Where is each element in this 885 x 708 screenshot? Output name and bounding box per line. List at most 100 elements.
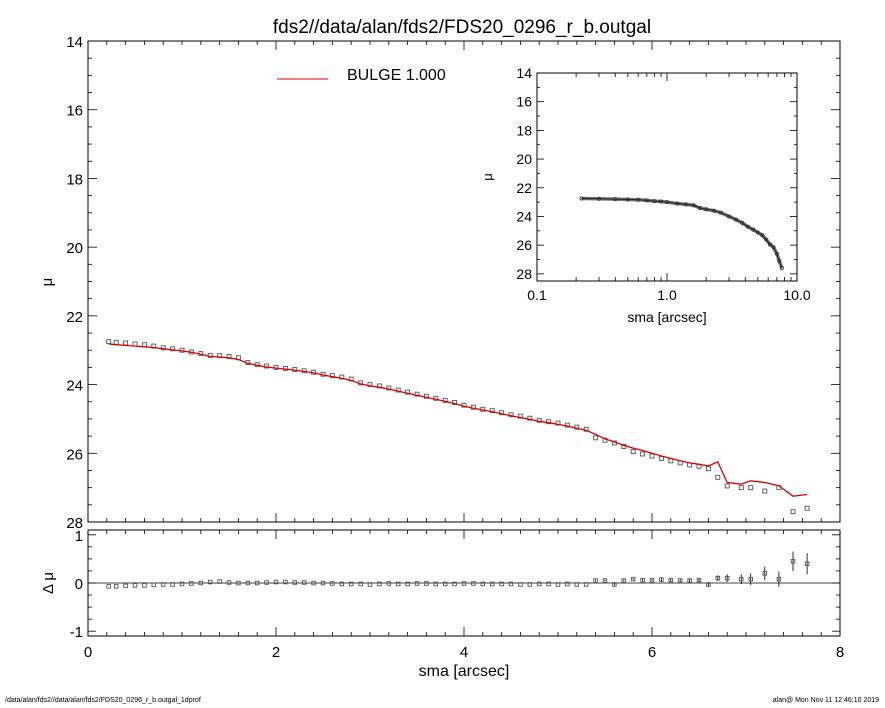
residual-data-point [536, 581, 542, 587]
residual-data-point [132, 583, 138, 588]
residual-x-tick-label: 0 [84, 644, 92, 661]
inset-data-point [691, 203, 696, 208]
inset-y-tick-label: 16 [516, 94, 532, 110]
main-y-label: μ [39, 278, 56, 287]
residual-y-label: Δ μ [40, 572, 57, 594]
profile-data-point [170, 346, 176, 352]
inset-data-point [768, 242, 773, 247]
residual-data-point [283, 579, 288, 585]
residual-y-tick-label: 1 [75, 528, 83, 545]
residual-data-point [489, 581, 495, 587]
residual-data-point [217, 579, 222, 584]
residual-data-point [804, 561, 810, 566]
residual-x-label: sma [arcsec] [419, 663, 510, 680]
inset-background [537, 73, 797, 281]
residual-data-point [151, 582, 157, 588]
residual-data-point [602, 578, 608, 583]
residual-data-point [367, 582, 373, 587]
residual-data-point [320, 580, 326, 586]
residual-data-point [452, 581, 457, 587]
profile-data-point [762, 488, 768, 494]
residual-data-point [527, 582, 533, 587]
profile-data-point [658, 455, 664, 461]
inset-data-point [760, 233, 765, 238]
residual-x-tick-label: 4 [460, 644, 468, 661]
inset-data-point [613, 197, 618, 202]
inset-y-tick-label: 14 [516, 65, 532, 81]
residual-data-point [142, 583, 147, 588]
main-axes: 14 16 18 20 22 24 26 28 [66, 34, 841, 532]
inset-data-point [746, 224, 751, 229]
residual-data-point [311, 580, 316, 586]
inset-data-point [644, 198, 649, 203]
residual-data-point [395, 581, 401, 587]
inset-data-marks [579, 196, 784, 271]
inset-data-point [698, 206, 703, 211]
inset-data-point [625, 197, 630, 202]
residual-x-tick-label: 8 [836, 644, 844, 661]
inset-data-point [718, 210, 723, 215]
y-tick-label: 28 [66, 515, 83, 532]
inset-data-point [665, 200, 670, 205]
residual-data-point [659, 577, 664, 582]
residual-data-point [640, 577, 645, 583]
inset-y-tick-label: 28 [516, 266, 532, 282]
inset-data-point [771, 245, 776, 250]
inset-x-tick-label: 0.1 [527, 287, 547, 303]
inset-data-point [740, 221, 745, 226]
residual-data-point [621, 578, 627, 583]
profile-data-point [715, 474, 721, 480]
residual-data-point [198, 580, 204, 586]
inset-x-tick-label: 1.0 [657, 287, 677, 303]
inset-data-point [764, 237, 769, 242]
y-tick-label: 18 [66, 171, 83, 188]
profile-data-point [804, 505, 810, 511]
residual-data-point [546, 581, 551, 587]
residual-data-point [106, 584, 111, 589]
inset-data-point [579, 196, 584, 201]
profile-data-point [738, 485, 744, 491]
residual-data-point [790, 559, 796, 564]
inset-data-point [734, 217, 739, 222]
inset-log-profile-panel: 14 16 18 20 22 24 26 28 0.1 1.0 10.0 μ sma [arcsec… [480, 65, 811, 325]
profile-data-point [329, 373, 335, 379]
figure-title: fds2//data/alan/fds2/FDS20_0296_r_b.outg… [273, 17, 651, 38]
residual-data-point [292, 580, 298, 585]
residual-data-point [358, 581, 363, 587]
residual-y-tick-label: 0 [75, 576, 83, 593]
residual-data-point [593, 578, 598, 583]
residual-data-point [236, 580, 241, 586]
residual-data-point [715, 575, 721, 581]
residual-data-point [687, 578, 692, 583]
inset-data-point [779, 266, 784, 271]
residual-data-point [433, 581, 439, 587]
residual-data-point [424, 581, 429, 586]
bulge-model-line [108, 343, 808, 497]
residual-data-point [226, 580, 232, 585]
residual-data-point [442, 581, 448, 587]
inset-y-tick-label: 24 [516, 208, 532, 224]
y-tick-label: 24 [66, 378, 83, 395]
residual-data-point [405, 581, 410, 587]
profile-data-point [640, 451, 646, 457]
residual-data-point [179, 581, 185, 587]
residual-data-point [574, 582, 580, 587]
residual-data-point [273, 579, 279, 585]
residual-data-point [677, 578, 683, 583]
residual-data-point [461, 581, 467, 586]
residual-data-point [245, 580, 251, 586]
profile-data-point [546, 419, 552, 425]
profile-data-point [649, 453, 655, 459]
residual-y-tick-label: -1 [70, 624, 83, 641]
residual-data-point [348, 581, 354, 587]
profile-data-point [630, 449, 636, 455]
inset-data-point [597, 196, 602, 201]
residual-data-point [724, 575, 730, 581]
inset-data-point [727, 214, 732, 219]
inset-data-point [774, 251, 779, 256]
inset-x-tick-label: 10.0 [783, 287, 810, 303]
profile-data-point [668, 458, 674, 464]
y-tick-label: 22 [66, 309, 83, 326]
